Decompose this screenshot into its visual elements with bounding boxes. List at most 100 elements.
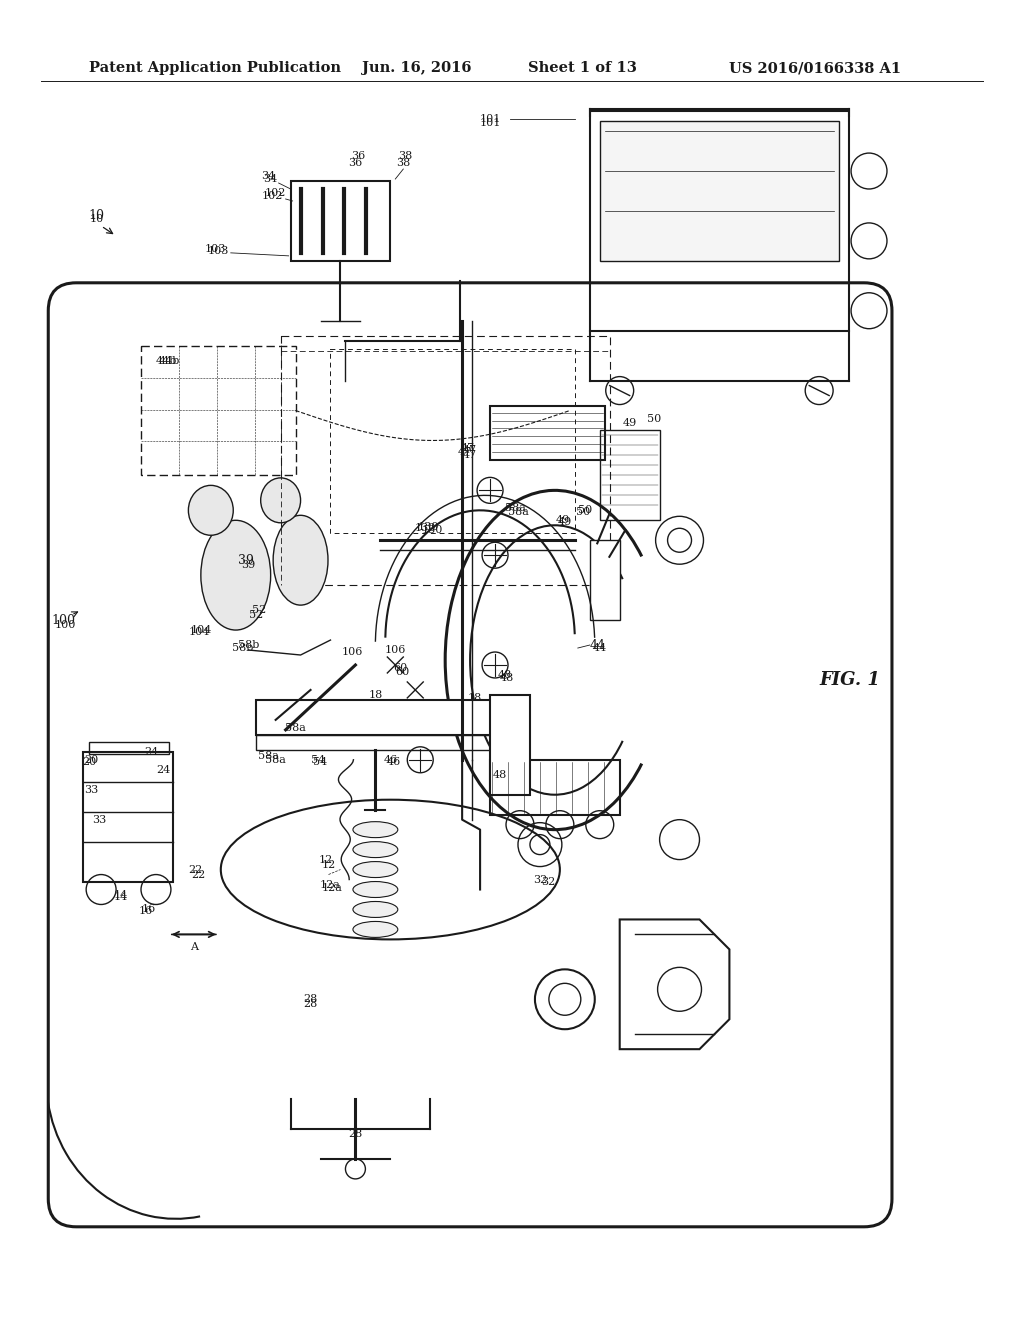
Text: 58a: 58a xyxy=(258,751,280,760)
Text: 12a: 12a xyxy=(323,883,343,892)
Text: 102: 102 xyxy=(265,187,287,198)
Text: US 2016/0166338 A1: US 2016/0166338 A1 xyxy=(729,61,901,75)
Text: 48: 48 xyxy=(493,770,507,780)
Text: 16: 16 xyxy=(139,907,154,916)
Text: A: A xyxy=(189,942,198,953)
Text: 34: 34 xyxy=(263,174,278,183)
Text: 24: 24 xyxy=(143,747,158,756)
Text: 50: 50 xyxy=(575,507,590,517)
Ellipse shape xyxy=(353,862,397,878)
Text: 28: 28 xyxy=(348,1129,362,1139)
Text: Sheet 1 of 13: Sheet 1 of 13 xyxy=(528,61,637,75)
Text: 46: 46 xyxy=(386,756,400,767)
Text: 18: 18 xyxy=(468,693,482,704)
Text: 50: 50 xyxy=(647,413,662,424)
Text: 22: 22 xyxy=(191,870,206,879)
Text: 47: 47 xyxy=(461,444,475,454)
Text: 130: 130 xyxy=(422,525,443,536)
Text: 32: 32 xyxy=(532,875,547,884)
Text: 20: 20 xyxy=(82,756,96,767)
Text: 44b: 44b xyxy=(159,355,179,366)
Text: 101: 101 xyxy=(479,117,501,128)
Text: 100: 100 xyxy=(54,620,76,630)
Ellipse shape xyxy=(353,902,397,917)
Text: 60: 60 xyxy=(395,667,410,677)
Text: 46: 46 xyxy=(383,755,397,764)
Text: 103: 103 xyxy=(208,246,229,256)
Ellipse shape xyxy=(353,882,397,898)
Bar xyxy=(600,430,659,520)
Bar xyxy=(89,742,169,754)
Text: 38: 38 xyxy=(396,158,411,168)
Ellipse shape xyxy=(261,478,301,523)
Text: 28: 28 xyxy=(303,994,317,1005)
Text: 39: 39 xyxy=(238,553,254,566)
Text: 12: 12 xyxy=(318,854,333,865)
Bar xyxy=(600,121,839,261)
Text: Jun. 16, 2016: Jun. 16, 2016 xyxy=(362,61,472,75)
Text: 47: 47 xyxy=(463,450,477,461)
Bar xyxy=(590,111,849,331)
Text: 28: 28 xyxy=(303,999,317,1010)
Text: 18: 18 xyxy=(369,690,383,700)
Text: 48: 48 xyxy=(500,673,514,682)
Text: 58a: 58a xyxy=(285,723,306,733)
Bar xyxy=(490,405,605,461)
Bar xyxy=(281,335,609,585)
Text: 104: 104 xyxy=(188,627,210,638)
Text: 54: 54 xyxy=(313,756,328,767)
Text: 130: 130 xyxy=(415,523,436,533)
Text: 12a: 12a xyxy=(321,879,341,890)
Bar xyxy=(490,760,620,814)
Text: 12: 12 xyxy=(322,859,336,870)
Text: 38: 38 xyxy=(398,150,413,161)
Text: 60: 60 xyxy=(393,663,408,673)
Text: 34: 34 xyxy=(261,172,275,181)
Text: 58a: 58a xyxy=(265,755,286,764)
Text: 58a: 58a xyxy=(508,507,528,517)
Text: 106: 106 xyxy=(385,645,406,655)
Text: 130: 130 xyxy=(418,523,439,532)
Ellipse shape xyxy=(201,520,270,630)
Text: 36: 36 xyxy=(351,150,366,161)
Text: 104: 104 xyxy=(190,626,212,635)
Text: 14: 14 xyxy=(114,890,128,899)
Bar xyxy=(490,694,530,795)
Text: 33: 33 xyxy=(84,784,98,795)
Text: 10: 10 xyxy=(88,210,104,223)
Text: 106: 106 xyxy=(342,647,364,657)
Text: 50: 50 xyxy=(578,506,592,515)
Text: 58a: 58a xyxy=(505,503,525,513)
Text: 47: 47 xyxy=(463,445,477,455)
Bar xyxy=(256,735,525,750)
Text: 54: 54 xyxy=(311,755,326,764)
Text: 52: 52 xyxy=(252,605,266,615)
Text: 44: 44 xyxy=(590,639,606,652)
Ellipse shape xyxy=(188,486,233,536)
Text: 49: 49 xyxy=(558,517,572,527)
Text: 58b: 58b xyxy=(232,643,253,653)
Bar xyxy=(256,700,525,735)
Text: 10: 10 xyxy=(90,214,104,224)
Bar xyxy=(141,346,296,475)
Text: 20: 20 xyxy=(84,755,98,764)
Text: 16: 16 xyxy=(142,904,156,915)
Text: 39: 39 xyxy=(242,560,256,570)
Ellipse shape xyxy=(353,921,397,937)
Text: 44: 44 xyxy=(593,643,607,653)
Bar xyxy=(590,540,620,620)
Text: 58b: 58b xyxy=(238,640,259,649)
Bar xyxy=(291,181,390,261)
Text: 44b: 44b xyxy=(156,355,176,366)
Text: 52: 52 xyxy=(249,610,263,620)
Text: 32: 32 xyxy=(541,876,555,887)
Bar xyxy=(331,348,574,533)
Text: 47: 47 xyxy=(458,447,472,458)
Text: 33: 33 xyxy=(92,814,106,825)
Text: 24: 24 xyxy=(156,764,170,775)
Text: FIG. 1: FIG. 1 xyxy=(819,671,880,689)
Ellipse shape xyxy=(353,821,397,838)
Text: 100: 100 xyxy=(51,614,75,627)
Text: 101: 101 xyxy=(479,114,501,124)
Text: 48: 48 xyxy=(498,671,512,680)
